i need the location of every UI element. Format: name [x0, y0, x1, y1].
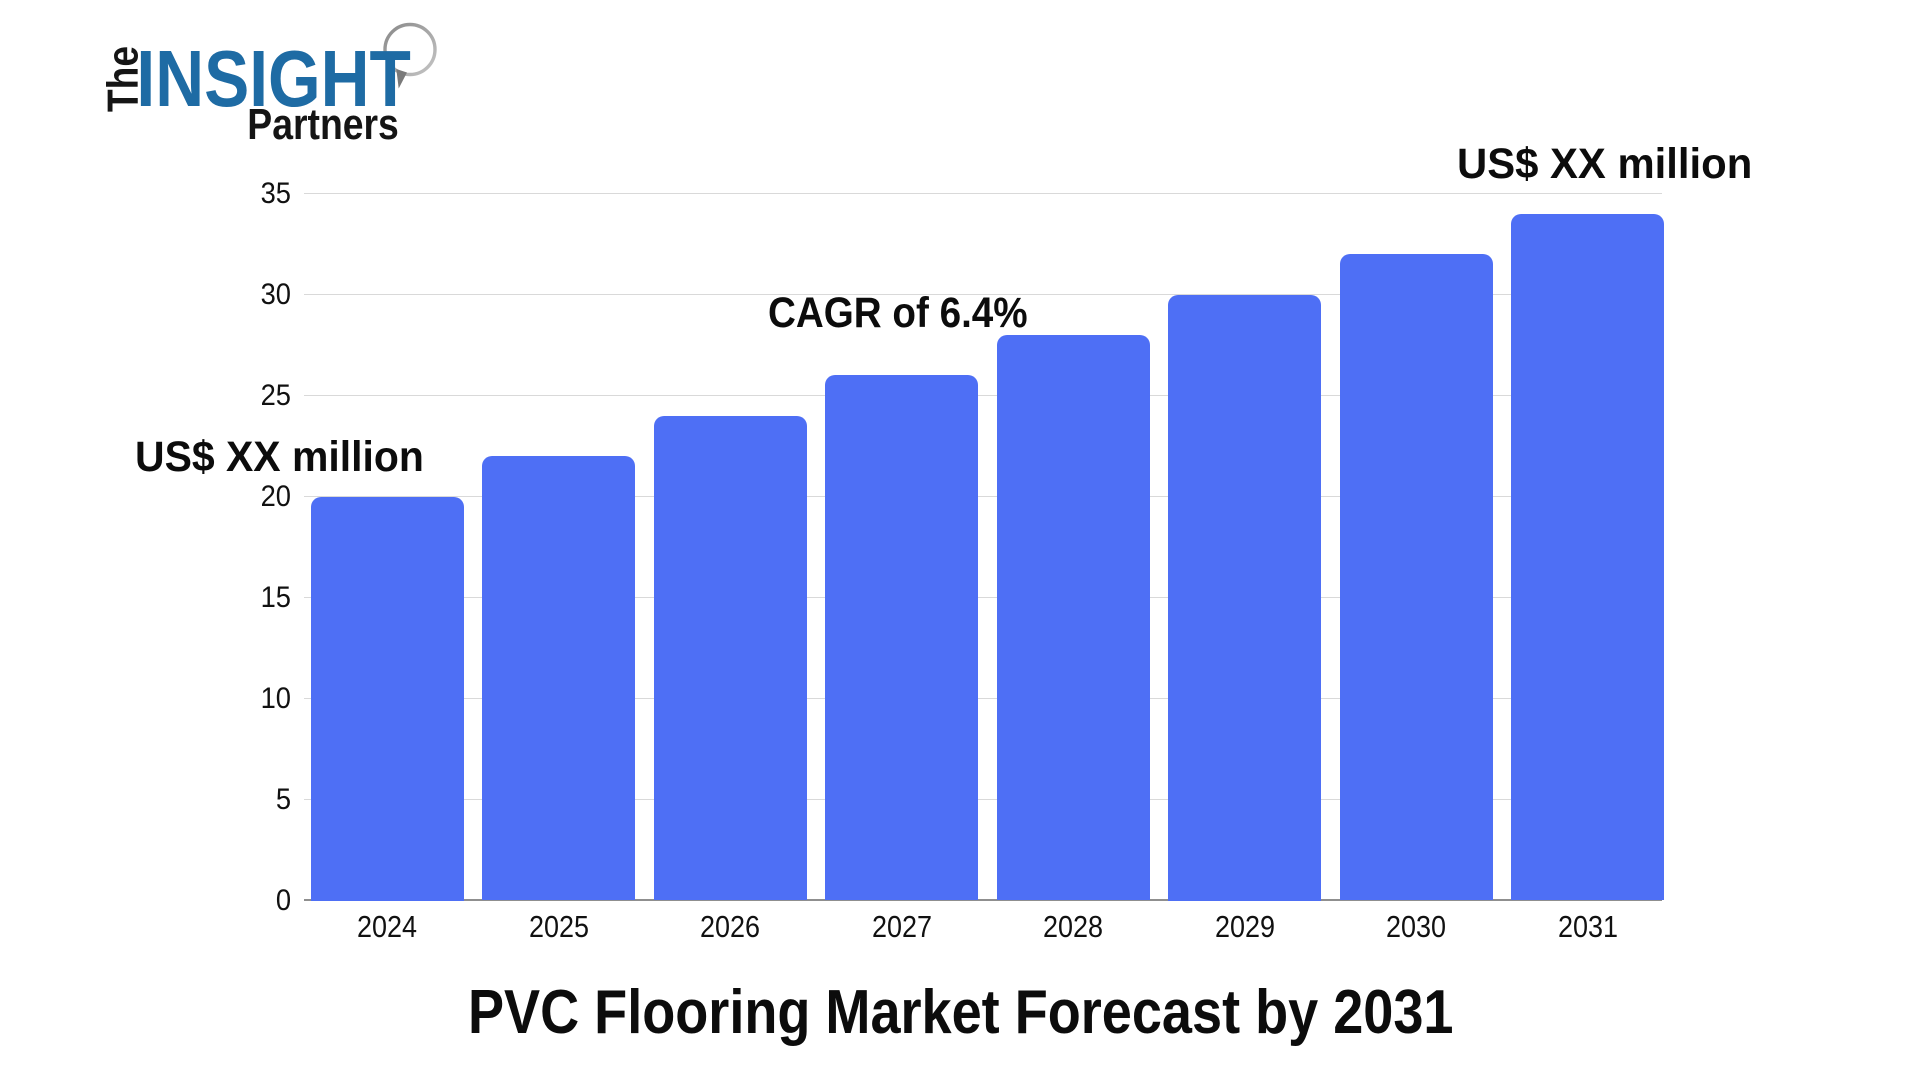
svg-text:The: The — [98, 46, 148, 112]
svg-text:Partners: Partners — [247, 99, 399, 149]
svg-text:INSIGHT: INSIGHT — [136, 34, 410, 124]
